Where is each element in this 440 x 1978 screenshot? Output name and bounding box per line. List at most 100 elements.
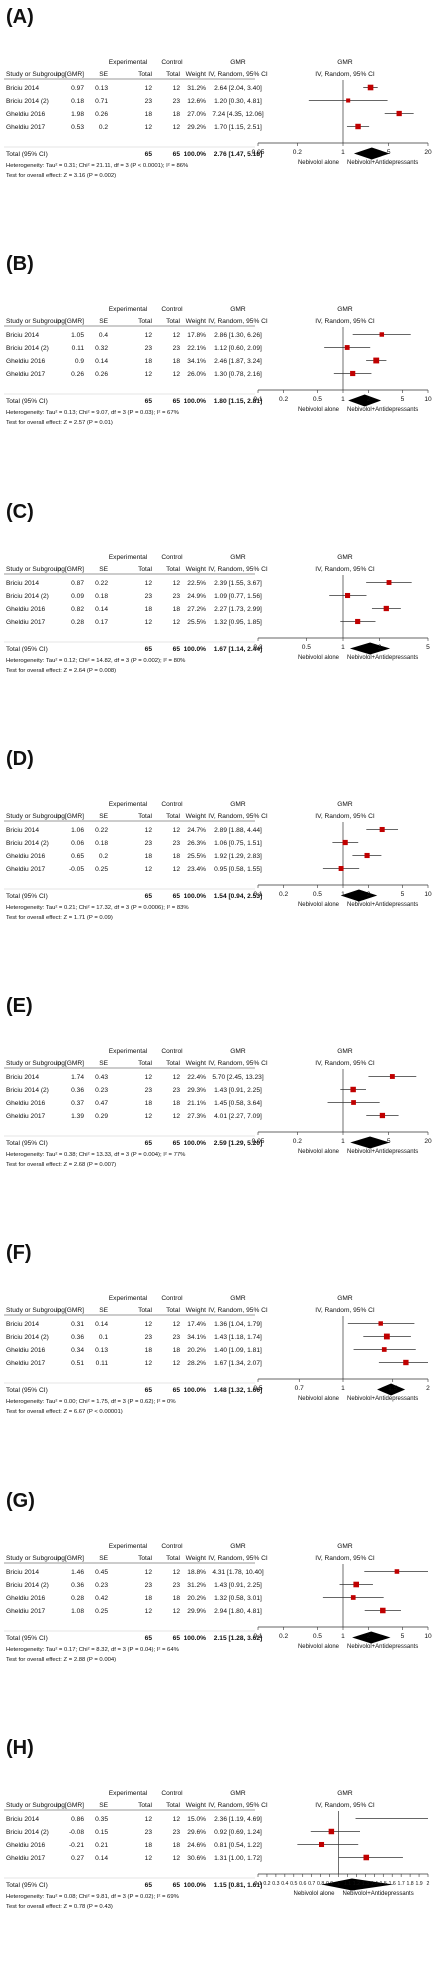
control-total: 23 [173, 593, 181, 600]
gmr-ci-text: 0.95 [0.58, 1.55] [214, 866, 262, 873]
point-estimate-marker [353, 1581, 360, 1587]
weight-value: 24.6% [187, 1842, 206, 1849]
total-experimental: 65 [145, 151, 153, 158]
header-study: Study or Subgroup [6, 1555, 61, 1562]
total-weight: 100.0% [184, 151, 207, 158]
experimental-total: 12 [145, 332, 153, 339]
header-gmr: GMR [230, 1048, 246, 1055]
header-ctl-total: Total [166, 318, 180, 325]
point-estimate-marker [344, 345, 350, 351]
total-weight: 100.0% [184, 893, 207, 900]
left-direction-label: Nebivolol alone [298, 160, 340, 166]
experimental-total: 23 [145, 1334, 153, 1341]
header-exp-total: Total [138, 1802, 152, 1809]
x-axis-tick-label: 1 [341, 396, 345, 403]
forest-panel: Experimental Control GMR GMR Study or Subgro… [0, 247, 440, 494]
forest-plot-svg: Experimental Control GMR GMR Study or Subgro… [4, 59, 432, 179]
log-gmr-value: 0.65 [71, 853, 84, 860]
se-value: 0.11 [96, 1360, 109, 1367]
forest-panel: Experimental Control GMR GMR Study or Subgro… [0, 1731, 440, 1978]
header-exp-total: Total [138, 1555, 152, 1562]
x-axis-tick-label: 2 [378, 644, 382, 651]
x-axis-tick-label: 1 [341, 891, 345, 898]
left-direction-label: Nebivolol alone [298, 655, 340, 661]
header-exp-total: Total [138, 1060, 152, 1067]
gmr-ci-text: 1.20 [0.30, 4.81] [214, 98, 262, 105]
x-axis-tick-label: 0.2 [279, 891, 288, 898]
header-experimental: Experimental [109, 1048, 148, 1055]
gmr-ci-text: 1.92 [1.29, 2.83] [214, 853, 262, 860]
x-axis-tick-label: 2 [426, 1385, 430, 1392]
header-plot-gmr: GMR [337, 1295, 353, 1302]
pooled-estimate-diamond [377, 1383, 406, 1396]
se-value: 0.18 [95, 840, 108, 847]
gmr-ci-text: 1.32 [0.95, 1.85] [214, 619, 262, 626]
se-value: 0.29 [95, 1113, 108, 1120]
x-axis-tick-label: 1 [341, 1385, 345, 1392]
header-se: SE [99, 1307, 108, 1314]
total-weight: 100.0% [184, 1882, 207, 1889]
experimental-total: 23 [145, 1087, 153, 1094]
total-weight: 100.0% [184, 1635, 207, 1642]
gmr-ci-text: 2.46 [1.87, 3.24] [214, 358, 262, 365]
x-axis-tick-label: 0.6 [299, 1881, 306, 1887]
study-name: Gheldiu 2016 [6, 111, 46, 118]
header-ctl-total: Total [166, 813, 180, 820]
log-gmr-value: 1.74 [71, 1074, 84, 1081]
experimental-total: 23 [145, 1829, 153, 1836]
total-gmr-ci-text: 2.15 [1.28, 3.62] [214, 1635, 262, 1642]
header-control: Control [161, 1790, 183, 1797]
forest-plot-svg: Experimental Control GMR GMR Study or Subgro… [4, 554, 430, 674]
x-axis-tick-label: 5 [401, 1633, 405, 1640]
forest-plot-svg: Experimental Control GMR GMR Study or Subgro… [4, 1048, 432, 1168]
control-total: 23 [173, 1334, 181, 1341]
header-experimental: Experimental [109, 1295, 148, 1302]
se-value: 0.23 [95, 1087, 108, 1094]
experimental-total: 18 [145, 111, 153, 118]
log-gmr-value: 0.87 [71, 580, 84, 587]
pooled-estimate-diamond [352, 1631, 391, 1643]
header-log: log[GMR] [56, 566, 84, 573]
header-gmr: GMR [230, 1790, 246, 1797]
x-axis-tick-label: 0.5 [313, 396, 322, 403]
header-study: Study or Subgroup [6, 566, 61, 573]
control-total: 18 [173, 1842, 181, 1849]
weight-value: 34.1% [187, 1334, 206, 1341]
x-axis-tick-label: 5 [387, 149, 391, 156]
log-gmr-value: 0.51 [71, 1360, 84, 1367]
log-gmr-value: 0.97 [71, 85, 84, 92]
x-axis-tick-label: 0.2 [293, 1138, 302, 1145]
study-name: Briciu 2014 [6, 1074, 39, 1081]
header-plot-gmr: GMR [337, 1543, 353, 1550]
x-axis-tick-label: 0.05 [252, 1138, 265, 1145]
study-name: Gheldiu 2016 [6, 853, 46, 860]
left-direction-label: Nebivolol alone [298, 407, 340, 413]
x-axis-tick-label: 0.1 [253, 396, 262, 403]
panel-label: (C) [6, 500, 34, 523]
total-experimental: 65 [145, 1387, 153, 1394]
header-se: SE [99, 71, 108, 78]
point-estimate-marker [342, 839, 348, 845]
control-total: 18 [173, 111, 181, 118]
control-total: 12 [173, 332, 181, 339]
header-experimental: Experimental [109, 1543, 148, 1550]
total-control: 65 [173, 893, 181, 900]
gmr-ci-text: 0.81 [0.54, 1.22] [214, 1842, 262, 1849]
header-weight: Weight [186, 813, 207, 820]
x-axis-tick-label: 1.3 [362, 1881, 369, 1887]
header-control: Control [161, 1543, 183, 1550]
total-experimental: 65 [145, 1140, 153, 1147]
header-control: Control [161, 1295, 183, 1302]
se-value: 0.15 [95, 1829, 108, 1836]
header-exp-total: Total [138, 813, 152, 820]
se-value: 0.2 [99, 124, 108, 131]
point-estimate-marker [367, 84, 374, 91]
gmr-ci-text: 1.43 [0.91, 2.25] [214, 1582, 262, 1589]
se-value: 0.1 [99, 1334, 108, 1341]
log-gmr-value: 0.28 [71, 619, 84, 626]
se-value: 0.4 [99, 332, 108, 339]
weight-value: 24.7% [187, 827, 206, 834]
header-plot-gmr: GMR [337, 801, 353, 808]
header-se: SE [99, 813, 108, 820]
x-axis-tick-label: 2 [367, 1633, 371, 1640]
